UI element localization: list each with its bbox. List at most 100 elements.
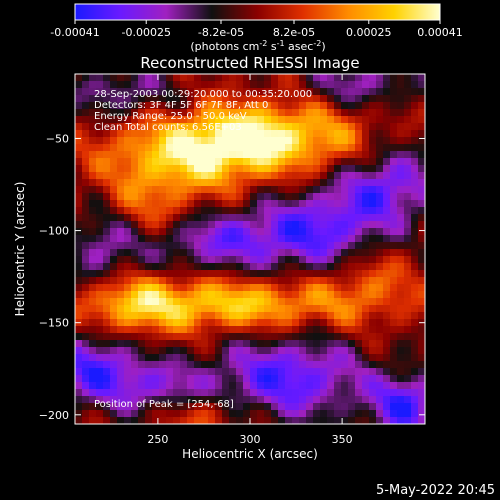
heatmap-cell (411, 284, 419, 292)
heatmap-cell (411, 200, 419, 208)
heatmap-cell (194, 74, 202, 82)
heatmap-cell (411, 403, 419, 411)
heatmap-cell (187, 200, 195, 208)
heatmap-cell (75, 214, 83, 222)
heatmap-cell (124, 403, 132, 411)
heatmap-cell (187, 389, 195, 397)
heatmap-cell (271, 270, 279, 278)
heatmap-cell (159, 368, 167, 376)
heatmap-cell (404, 151, 412, 159)
heatmap-cell (376, 200, 384, 208)
heatmap-cell (285, 270, 293, 278)
heatmap-cell (250, 228, 258, 236)
heatmap-cell (173, 242, 181, 250)
heatmap-cell (285, 249, 293, 257)
heatmap-cell (369, 305, 377, 313)
heatmap-cell (124, 88, 132, 96)
heatmap-cell (397, 102, 405, 110)
heatmap-cell (285, 81, 293, 89)
heatmap-cell (243, 242, 251, 250)
heatmap-cell (411, 109, 419, 117)
heatmap-cell (103, 389, 111, 397)
heatmap-cell (131, 340, 139, 348)
heatmap-cell (229, 242, 237, 250)
heatmap-cell (334, 123, 342, 131)
heatmap-cell (117, 88, 125, 96)
heatmap-cell (348, 417, 356, 424)
heatmap-cell (159, 186, 167, 194)
heatmap-cell (180, 228, 188, 236)
heatmap-cell (173, 235, 181, 243)
heatmap-cell (299, 123, 307, 131)
heatmap-cell (243, 95, 251, 103)
heatmap-cell (285, 123, 293, 131)
heatmap-cell (243, 123, 251, 131)
heatmap-cell (376, 74, 384, 82)
heatmap-cell (278, 382, 286, 390)
heatmap-cell (131, 81, 139, 89)
heatmap-cell (96, 382, 104, 390)
heatmap-cell (180, 319, 188, 327)
heatmap-cell (292, 333, 300, 341)
heatmap-cell (418, 347, 425, 355)
heatmap-cell (131, 312, 139, 320)
heatmap-cell (418, 158, 425, 166)
heatmap-cell (362, 368, 370, 376)
heatmap-cell (411, 354, 419, 362)
heatmap-cell (208, 88, 216, 96)
heatmap-cell (257, 144, 265, 152)
heatmap-cell (292, 375, 300, 383)
heatmap-cell (278, 165, 286, 173)
heatmap-cell (355, 284, 363, 292)
heatmap-cell (208, 284, 216, 292)
heatmap-cell (285, 340, 293, 348)
heatmap-cell (292, 417, 300, 424)
heatmap-cell (334, 347, 342, 355)
heatmap-cell (117, 319, 125, 327)
heatmap-cell (250, 396, 258, 404)
heatmap-cell (173, 361, 181, 369)
heatmap-cell (152, 116, 160, 124)
heatmap-cell (299, 256, 307, 264)
heatmap-cell (124, 368, 132, 376)
heatmap-cell (138, 263, 146, 271)
heatmap-cell (194, 109, 202, 117)
heatmap-cell (306, 109, 314, 117)
heatmap-cell (187, 326, 195, 334)
heatmap-cell (341, 354, 349, 362)
heatmap-cell (278, 354, 286, 362)
heatmap-cell (257, 102, 265, 110)
heatmap-cell (110, 151, 118, 159)
heatmap-cell (89, 375, 97, 383)
heatmap-cell (145, 81, 153, 89)
heatmap-cell (327, 123, 335, 131)
heatmap-cell (390, 291, 398, 299)
heatmap-cell (250, 382, 258, 390)
heatmap-cell (383, 312, 391, 320)
heatmap-cell (264, 165, 272, 173)
heatmap-cell (117, 403, 125, 411)
heatmap-cell (264, 403, 272, 411)
heatmap-cell (75, 172, 83, 180)
heatmap-cell (397, 109, 405, 117)
heatmap-cell (208, 214, 216, 222)
heatmap-cell (355, 340, 363, 348)
heatmap-cell (299, 375, 307, 383)
heatmap-cell (215, 172, 223, 180)
heatmap-cell (278, 410, 286, 418)
heatmap-cell (229, 291, 237, 299)
heatmap-cell (152, 382, 160, 390)
heatmap-cell (117, 158, 125, 166)
heatmap-cell (306, 151, 314, 159)
heatmap-cell (341, 256, 349, 264)
heatmap-cell (180, 137, 188, 145)
heatmap-cell (271, 368, 279, 376)
heatmap-cell (271, 158, 279, 166)
heatmap-cell (306, 403, 314, 411)
heatmap-cell (292, 249, 300, 257)
heatmap-cell (75, 235, 83, 243)
heatmap-cell (187, 144, 195, 152)
heatmap-cell (369, 109, 377, 117)
heatmap-cell (194, 81, 202, 89)
annotations: 28-Sep-2003 00:29:20.000 to 00:35:20.000… (94, 89, 312, 410)
